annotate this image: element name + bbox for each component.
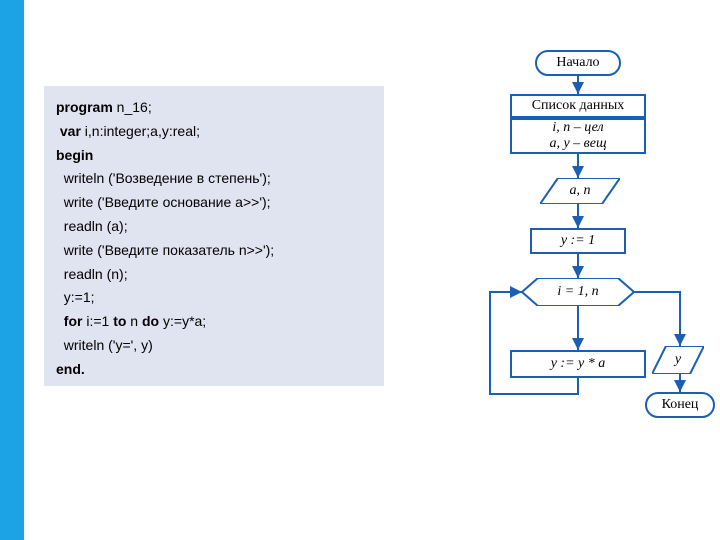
side-ribbon [0, 0, 24, 540]
code-line-9: y:=1; [56, 286, 372, 310]
fc-output-label: y [675, 352, 681, 368]
fc-decl: Список данных [510, 94, 646, 118]
code-line-11: writeln ('y=', y) [56, 334, 372, 358]
fc-output-inner: y [652, 346, 704, 374]
fc-body: y := y * a [510, 350, 646, 378]
code-line-5: write ('Введите основание a>>'); [56, 191, 372, 215]
fc-decl-label: Список данных [532, 98, 625, 114]
fc-input-label: a, n [570, 183, 591, 199]
fc-loop-inner: i = 1, n [522, 278, 634, 306]
fc-input: a, n [540, 178, 620, 204]
fc-start: Начало [535, 50, 621, 76]
code-line-3: begin [56, 144, 372, 168]
code-line-2: var i,n:integer;a,y:real; [56, 120, 372, 144]
code-panel: program n_16; var i,n:integer;a,y:real; … [44, 86, 384, 386]
fc-body-label: y := y * a [551, 356, 606, 372]
fc-input-inner: a, n [540, 178, 620, 204]
fc-init: y := 1 [530, 228, 626, 254]
fc-end: Конец [645, 392, 715, 418]
fc-decl2: i, n – цел a, y – вещ [510, 118, 646, 154]
code-line-1: program n_16; [56, 96, 372, 120]
code-line-8: readln (n); [56, 263, 372, 287]
fc-start-label: Начало [556, 55, 599, 71]
fc-output: y [652, 346, 704, 374]
code-line-4: writeln ('Возведение в степень'); [56, 167, 372, 191]
flowchart: Начало Список данных i, n – цел a, y – вещ… [390, 50, 710, 510]
code-line-10: for i:=1 to n do y:=y*a; [56, 310, 372, 334]
fc-loop: i = 1, n [522, 278, 634, 306]
fc-end-label: Конец [662, 397, 699, 413]
fc-decl2-label: i, n – цел a, y – вещ [549, 120, 606, 152]
fc-init-label: y := 1 [561, 233, 595, 249]
code-line-12: end. [56, 358, 372, 382]
code-line-6: readln (a); [56, 215, 372, 239]
code-line-7: write ('Введите показатель n>>'); [56, 239, 372, 263]
fc-loop-label: i = 1, n [557, 284, 598, 300]
